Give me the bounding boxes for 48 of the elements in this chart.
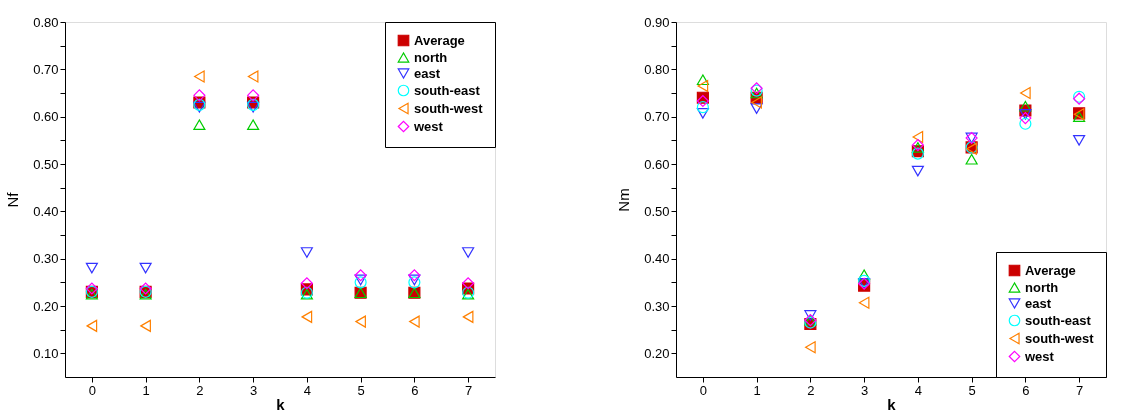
y-tick-label: 0.80 (644, 61, 670, 77)
y-tick-label: 0.40 (644, 251, 670, 267)
y-tick-label: 0.50 (33, 156, 59, 172)
legend-label: north (1025, 279, 1059, 295)
x-tick-label: 5 (968, 382, 976, 398)
legend-label: west (413, 118, 444, 134)
y-tick-label: 0.80 (33, 14, 59, 30)
y-tick-label: 0.60 (644, 156, 670, 172)
x-axis-title: k (887, 395, 897, 413)
y-axis-title: Nf (4, 191, 22, 208)
y-tick-label: 0.70 (33, 61, 59, 77)
y-tick-label: 0.60 (33, 109, 59, 125)
x-tick-label: 1 (142, 382, 150, 398)
legend-label: south-east (1025, 312, 1092, 328)
x-tick-label: 1 (753, 382, 761, 398)
y-tick-label: 0.30 (644, 298, 670, 314)
x-tick-label: 0 (88, 382, 96, 398)
x-tick-label: 7 (1076, 382, 1084, 398)
legend-label: east (1025, 295, 1052, 311)
x-tick-label: 0 (699, 382, 707, 398)
x-tick-label: 2 (196, 382, 204, 398)
y-tick-label: 0.70 (644, 109, 670, 125)
legend-label: Average (1025, 262, 1076, 278)
legend-label: east (414, 65, 441, 81)
y-tick-label: 0.40 (33, 203, 59, 219)
y-tick-label: 0.90 (644, 14, 670, 30)
x-tick-label: 2 (807, 382, 815, 398)
y-tick-label: 0.30 (33, 251, 59, 267)
y-tick-label: 0.10 (33, 345, 59, 361)
y-tick-label: 0.20 (644, 345, 670, 361)
x-tick-label: 3 (250, 382, 258, 398)
x-tick-label: 3 (861, 382, 869, 398)
legend-label: north (414, 49, 448, 65)
x-tick-label: 6 (411, 382, 419, 398)
legend-label: Average (414, 32, 465, 48)
y-tick-label: 0.20 (33, 298, 59, 314)
x-tick-label: 4 (914, 382, 922, 398)
x-tick-label: 6 (1022, 382, 1030, 398)
y-axis-title: Nm (615, 188, 633, 212)
y-tick-label: 0.50 (644, 203, 670, 219)
legend-label: south-west (1025, 330, 1095, 346)
x-tick-label: 5 (357, 382, 365, 398)
x-tick-label: 7 (465, 382, 473, 398)
x-tick-label: 4 (303, 382, 311, 398)
legend-label: south-west (414, 100, 484, 116)
legend-label: south-east (414, 82, 481, 98)
x-axis-title: k (276, 395, 286, 413)
legend-label: west (1024, 348, 1055, 364)
